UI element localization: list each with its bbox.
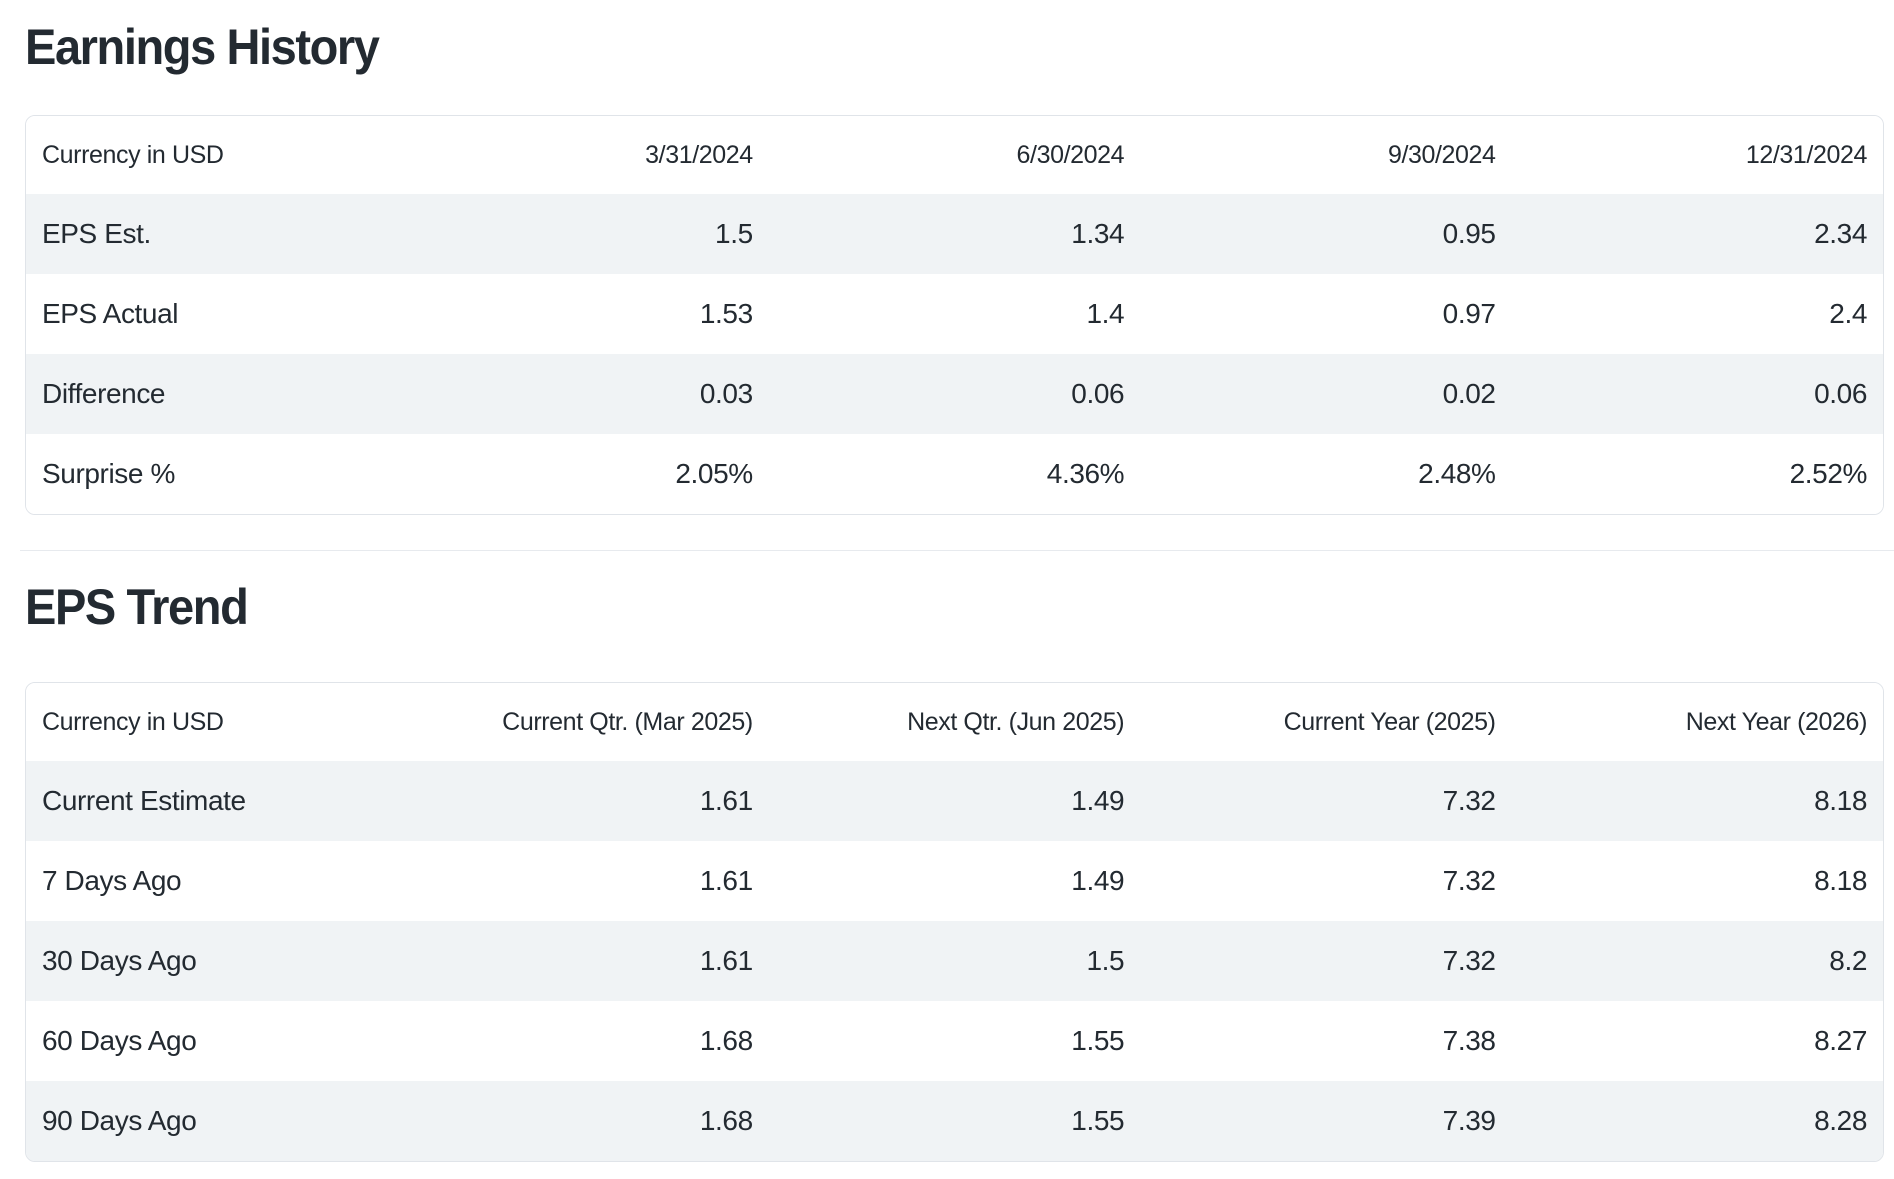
- table-row-30-days-ago: 30 Days Ago 1.61 1.5 7.32 8.2: [26, 921, 1883, 1001]
- column-header-date-q3: 9/30/2024: [1140, 116, 1512, 194]
- cell-value: 0.02: [1442, 378, 1496, 409]
- section-divider: [20, 550, 1894, 551]
- cell-value: 1.55: [1071, 1025, 1125, 1056]
- cell-value: 1.53: [699, 298, 753, 329]
- row-label: 90 Days Ago: [42, 1105, 197, 1136]
- cell-value: 8.27: [1814, 1025, 1867, 1056]
- row-label: EPS Est.: [42, 218, 151, 249]
- earnings-history-table: Currency in USD 3/31/2024 6/30/2024 9/30…: [26, 116, 1883, 514]
- table-row-eps-est: EPS Est. 1.5 1.34 0.95 2.34: [26, 194, 1883, 274]
- cell-value: 2.4: [1829, 298, 1867, 329]
- table-row-difference: Difference 0.03 0.06 0.02 0.06: [26, 354, 1883, 434]
- earnings-history-section: Earnings History Currency in USD 3/31/20…: [25, 0, 1884, 515]
- eps-trend-header-row: Currency in USD Current Qtr. (Mar 2025) …: [26, 683, 1883, 761]
- column-header-currency: Currency in USD: [26, 683, 398, 761]
- column-header-date-q4: 12/31/2024: [1511, 116, 1883, 194]
- table-row-current-estimate: Current Estimate 1.61 1.49 7.32 8.18: [26, 761, 1883, 841]
- eps-trend-title: EPS Trend: [25, 579, 249, 635]
- row-label: 7 Days Ago: [42, 865, 182, 896]
- column-header-currency: Currency in USD: [26, 116, 398, 194]
- cell-value: 2.05%: [675, 458, 753, 489]
- cell-value: 1.61: [699, 865, 753, 896]
- cell-value: 7.32: [1442, 785, 1496, 816]
- row-label: 30 Days Ago: [42, 945, 197, 976]
- cell-value: 2.52%: [1789, 458, 1868, 489]
- table-row-eps-actual: EPS Actual 1.53 1.4 0.97 2.4: [26, 274, 1883, 354]
- cell-value: 2.48%: [1418, 458, 1496, 489]
- cell-value: 4.36%: [1046, 458, 1125, 489]
- cell-value: 0.06: [1814, 378, 1867, 409]
- cell-value: 2.34: [1814, 218, 1867, 249]
- cell-value: 0.06: [1071, 378, 1125, 409]
- cell-value: 1.5: [715, 218, 753, 249]
- column-header-next-year: Next Year (2026): [1511, 683, 1883, 761]
- row-label: 60 Days Ago: [42, 1025, 197, 1056]
- cell-value: 1.55: [1071, 1105, 1125, 1136]
- cell-value: 0.03: [699, 378, 753, 409]
- column-header-current-year: Current Year (2025): [1140, 683, 1512, 761]
- column-header-current-qtr: Current Qtr. (Mar 2025): [397, 683, 769, 761]
- table-row-7-days-ago: 7 Days Ago 1.61 1.49 7.32 8.18: [26, 841, 1883, 921]
- cell-value: 8.28: [1814, 1105, 1867, 1136]
- eps-trend-section: EPS Trend Currency in USD Current Qtr. (…: [25, 551, 1884, 1162]
- cell-value: 1.5: [1086, 945, 1125, 976]
- cell-value: 1.34: [1071, 218, 1125, 249]
- cell-value: 1.68: [699, 1105, 753, 1136]
- row-label: Surprise %: [42, 458, 175, 489]
- cell-value: 7.32: [1442, 945, 1496, 976]
- cell-value: 0.95: [1442, 218, 1496, 249]
- cell-value: 7.39: [1442, 1105, 1496, 1136]
- earnings-history-title: Earnings History: [25, 19, 380, 75]
- row-label: Current Estimate: [42, 785, 246, 816]
- earnings-history-header-row: Currency in USD 3/31/2024 6/30/2024 9/30…: [26, 116, 1883, 194]
- table-row-90-days-ago: 90 Days Ago 1.68 1.55 7.39 8.28: [26, 1081, 1883, 1161]
- table-row-60-days-ago: 60 Days Ago 1.68 1.55 7.38 8.27: [26, 1001, 1883, 1081]
- cell-value: 1.61: [699, 945, 753, 976]
- cell-value: 1.61: [699, 785, 753, 816]
- eps-trend-table: Currency in USD Current Qtr. (Mar 2025) …: [26, 683, 1883, 1161]
- cell-value: 0.97: [1442, 298, 1496, 329]
- column-header-date-q1: 3/31/2024: [397, 116, 769, 194]
- earnings-history-table-card: Currency in USD 3/31/2024 6/30/2024 9/30…: [25, 115, 1884, 515]
- column-header-next-qtr: Next Qtr. (Jun 2025): [768, 683, 1141, 761]
- eps-trend-table-card: Currency in USD Current Qtr. (Mar 2025) …: [25, 682, 1884, 1162]
- cell-value: 7.32: [1442, 865, 1496, 896]
- row-label: EPS Actual: [42, 298, 179, 329]
- column-header-date-q2: 6/30/2024: [768, 116, 1141, 194]
- cell-value: 7.38: [1442, 1025, 1496, 1056]
- cell-value: 8.18: [1814, 865, 1867, 896]
- cell-value: 1.4: [1086, 298, 1125, 329]
- cell-value: 8.18: [1814, 785, 1867, 816]
- cell-value: 1.49: [1071, 785, 1125, 816]
- cell-value: 1.68: [699, 1025, 753, 1056]
- row-label: Difference: [42, 378, 166, 409]
- cell-value: 1.49: [1071, 865, 1125, 896]
- table-row-surprise-pct: Surprise % 2.05% 4.36% 2.48% 2.52%: [26, 434, 1883, 514]
- cell-value: 8.2: [1829, 945, 1867, 976]
